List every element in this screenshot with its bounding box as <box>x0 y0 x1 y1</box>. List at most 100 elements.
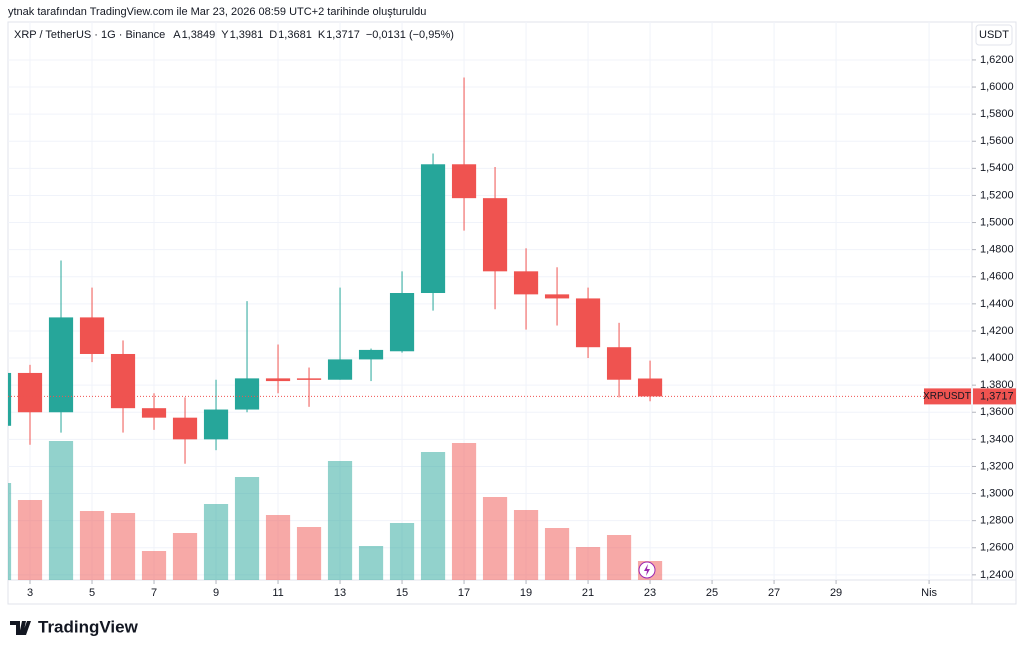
y-tick-label: 1,5800 <box>980 108 1014 120</box>
y-tick-label: 1,3800 <box>980 379 1014 391</box>
y-tick-label: 1,5200 <box>980 189 1014 201</box>
x-tick-label: 13 <box>334 587 346 599</box>
x-tick-label: 7 <box>151 587 157 599</box>
candle-body <box>637 378 663 397</box>
volume-bar <box>48 441 74 580</box>
volume-bar <box>451 443 477 580</box>
legend-key: Y <box>221 29 229 41</box>
y-tick-label: 1,4000 <box>980 352 1014 364</box>
y-tick-label: 1,3600 <box>980 406 1014 418</box>
x-tick-label: 19 <box>520 587 532 599</box>
grid <box>8 22 970 580</box>
chart-frame <box>7 21 1017 605</box>
y-tick-label: 1,4600 <box>980 271 1014 283</box>
volume-bar <box>544 528 570 580</box>
volume-bar <box>327 461 353 580</box>
y-tick-label: 1,4800 <box>980 244 1014 256</box>
y-tick-label: 1,5600 <box>980 135 1014 147</box>
legend-value: 1,3681 <box>278 29 312 41</box>
symbol-tag-box <box>924 388 971 405</box>
legend-value: 1,3849 <box>182 29 216 41</box>
volume-bar <box>358 546 384 580</box>
x-tick-label: 5 <box>89 587 95 599</box>
x-tick-label: 23 <box>644 587 656 599</box>
currency-box[interactable] <box>975 24 1013 46</box>
candle-body <box>358 349 384 360</box>
volume-bar <box>79 511 105 580</box>
axes: 1,2400 1,2600 1,2800 1,3000 1,3200 1,3400 1,36… <box>27 54 1014 599</box>
volume-bar <box>389 523 415 580</box>
legend-key: A <box>173 29 181 41</box>
brand-logo: TradingView <box>10 617 139 636</box>
y-tick-label: 1,2800 <box>980 515 1014 527</box>
symbol-tag: XRPUSDT <box>923 391 971 402</box>
candle-body <box>296 378 322 380</box>
volume-bar <box>513 510 539 580</box>
candle-body <box>544 294 570 299</box>
currency[interactable]: USDT <box>979 29 1009 41</box>
volume-bar <box>265 515 291 580</box>
volume-bar <box>296 527 322 580</box>
caption: ytnak tarafından TradingView.com ile Mar… <box>8 6 426 18</box>
candle-body <box>606 347 632 380</box>
candle-body <box>513 271 539 295</box>
x-tick-label: 15 <box>396 587 408 599</box>
x-tick-label: 27 <box>768 587 780 599</box>
last-price-label: 1,3717 <box>980 390 1014 402</box>
y-tick-label: 1,5000 <box>980 216 1014 228</box>
candle-body <box>8 372 12 426</box>
brand: TradingView <box>38 617 139 636</box>
candle-body <box>17 372 43 413</box>
legend-change: −0,0131 (−0,95%) <box>366 29 454 41</box>
candle-body <box>482 198 508 272</box>
candle-body <box>48 317 74 413</box>
x-tick-label: 17 <box>458 587 470 599</box>
volume-pane <box>8 441 663 580</box>
volume-bar <box>606 535 632 580</box>
y-tick-label: 1,2400 <box>980 569 1014 581</box>
candle-body <box>141 408 167 418</box>
x-tick-label: 11 <box>272 587 283 599</box>
volume-bar <box>8 483 12 580</box>
candle-body <box>265 378 291 382</box>
candle-body <box>79 317 105 354</box>
candle-body <box>327 359 353 380</box>
candle-body <box>110 353 136 409</box>
x-tick-label: 29 <box>830 587 842 599</box>
volume-bar <box>420 452 446 580</box>
event-icon-bolt[interactable] <box>644 564 650 576</box>
legend-value: 1,3717 <box>326 29 360 41</box>
x-tick-label: 3 <box>27 587 33 599</box>
volume-bar <box>203 504 229 580</box>
x-tick-label: 9 <box>213 587 219 599</box>
volume-bar <box>110 513 136 580</box>
symbol-title: XRP / TetherUS · 1G · Binance <box>14 29 165 41</box>
y-tick-label: 1,3400 <box>980 433 1014 445</box>
volume-bar <box>575 547 601 580</box>
volume-bar <box>17 500 43 580</box>
y-tick-label: 1,3200 <box>980 460 1014 472</box>
volume-bar <box>141 551 167 580</box>
ohlc-legend: A 1,3849 Y 1,3981 D 1,3681 K 1,3717 −0,0131 (−0,… <box>173 29 454 41</box>
candle-body <box>420 164 446 294</box>
candle-body <box>172 417 198 440</box>
y-tick-label: 1,6200 <box>980 54 1014 66</box>
candle-body <box>203 409 229 440</box>
legend-key: K <box>318 29 326 41</box>
candle-body <box>234 378 260 410</box>
y-tick-label: 1,6000 <box>980 81 1014 93</box>
volume-bar <box>234 477 260 580</box>
y-tick-label: 1,2600 <box>980 542 1014 554</box>
x-tick-label: 21 <box>582 587 594 599</box>
legend-key: D <box>269 29 277 41</box>
y-tick-label: 1,5400 <box>980 162 1014 174</box>
candle-body <box>389 293 415 352</box>
candle-body <box>575 298 601 348</box>
price-pane <box>8 77 663 464</box>
y-tick-label: 1,4200 <box>980 325 1014 337</box>
x-tick-label: 25 <box>706 587 718 599</box>
y-tick-label: 1,4400 <box>980 298 1014 310</box>
candle-body <box>451 164 477 199</box>
x-tick-label: Nis <box>921 587 937 599</box>
